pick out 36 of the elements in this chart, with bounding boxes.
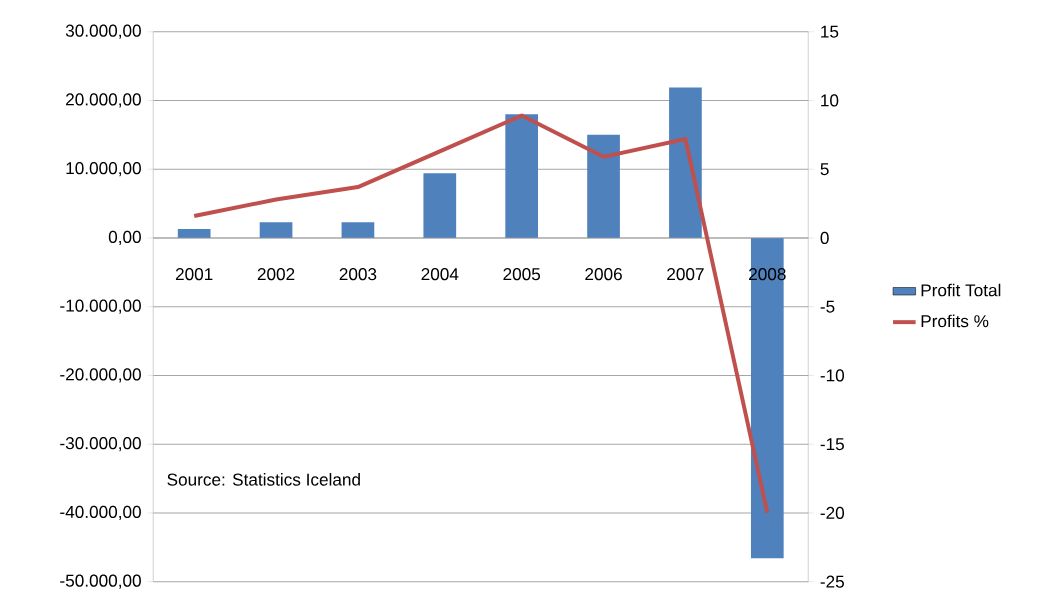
x-tick-label: 2001 (175, 268, 213, 281)
bar (423, 173, 457, 239)
legend-label: Profits % (921, 314, 989, 328)
legend-label: Profit Total (921, 283, 1001, 297)
x-tick-label: 2004 (421, 268, 459, 281)
y-tick-label: -40.000,00 (60, 506, 141, 521)
bar (587, 135, 620, 239)
x-tick-label: 2003 (339, 268, 377, 281)
y2-tick-label: -15 (820, 438, 844, 451)
bar (750, 238, 784, 559)
x-tick-label: 2005 (503, 268, 541, 281)
y-tick-label: 0,00 (108, 231, 141, 246)
y2-tick-label: 15 (821, 25, 839, 38)
bar (341, 222, 375, 239)
y-tick-label: -50.000,00 (60, 574, 141, 590)
y2-tick-label: 0 (820, 232, 829, 245)
bar (669, 87, 702, 239)
y-tick-label: -20.000,00 (60, 368, 141, 383)
y2-tick-label: 5 (820, 163, 829, 176)
x-tick-label: 2006 (585, 268, 622, 281)
x-tick-label: 2007 (667, 268, 704, 281)
x-tick-label: 2002 (257, 268, 295, 281)
annotation: Source: Statistics Iceland (167, 473, 360, 486)
bar (177, 229, 211, 239)
y-tick-label: -30.000,00 (60, 437, 141, 452)
bar (505, 114, 539, 239)
y-tick-label: 20.000,00 (66, 93, 141, 108)
bar (259, 222, 293, 239)
y2-tick-label: -10 (820, 369, 845, 382)
y-tick-label: -10.000,00 (60, 299, 141, 315)
y2-tick-label: 10 (821, 94, 839, 107)
y-tick-label: 10.000,00 (66, 162, 141, 177)
y2-tick-label: -25 (820, 575, 844, 589)
y2-tick-label: -5 (820, 300, 835, 313)
y-tick-label: 30.000,00 (65, 24, 141, 40)
y2-tick-label: -20 (820, 507, 845, 520)
